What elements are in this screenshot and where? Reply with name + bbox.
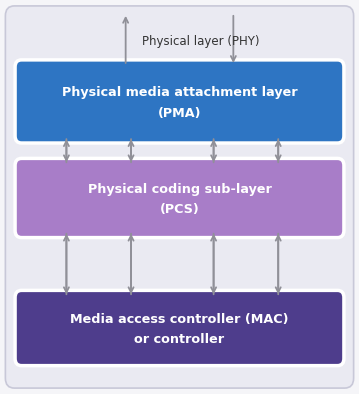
Text: Media access controller (MAC): Media access controller (MAC): [70, 313, 289, 326]
Text: Physical coding sub-layer: Physical coding sub-layer: [88, 183, 271, 196]
FancyBboxPatch shape: [15, 60, 344, 143]
Text: (PCS): (PCS): [160, 203, 199, 216]
Text: (PMA): (PMA): [158, 107, 201, 120]
Text: or controller: or controller: [134, 333, 225, 346]
FancyBboxPatch shape: [15, 290, 344, 366]
Text: Physical media attachment layer: Physical media attachment layer: [62, 86, 297, 99]
FancyBboxPatch shape: [15, 158, 344, 238]
Text: Physical layer (PHY): Physical layer (PHY): [142, 35, 260, 48]
FancyBboxPatch shape: [5, 6, 354, 388]
